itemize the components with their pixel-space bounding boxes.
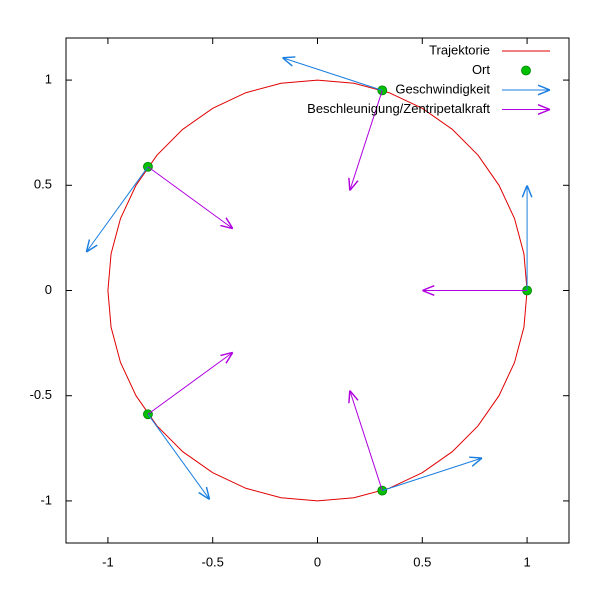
vector-arrow: [147, 166, 233, 229]
y-tick-label: -1: [40, 492, 52, 507]
legend-label: Beschleunigung/Zentripetalkraft: [307, 101, 490, 116]
legend-label: Geschwindigkeit: [395, 81, 490, 96]
vector-arrow: [147, 413, 210, 499]
vector-arrow: [282, 58, 383, 91]
x-tick-label: 0.5: [413, 554, 431, 569]
y-tick-label: -0.5: [30, 387, 52, 402]
y-tick-label: 1: [45, 72, 52, 87]
x-tick-label: 1: [523, 554, 530, 569]
legend-label: Ort: [472, 62, 490, 77]
legend-swatch: [521, 65, 531, 76]
legend-label: Trajektorie: [429, 42, 490, 57]
x-tick-label: 0: [314, 554, 321, 569]
vector-arrow: [86, 166, 149, 252]
vector-arrow: [147, 352, 233, 415]
y-tick-label: 0: [45, 282, 52, 297]
x-tick-label: -1: [102, 554, 114, 569]
vector-arrow: [350, 390, 383, 491]
x-tick-label: -0.5: [202, 554, 224, 569]
trajectory-line: [107, 79, 528, 502]
vector-arrow: [350, 90, 383, 190]
vector-arrow: [382, 458, 482, 492]
y-tick-label: 0.5: [34, 177, 52, 192]
